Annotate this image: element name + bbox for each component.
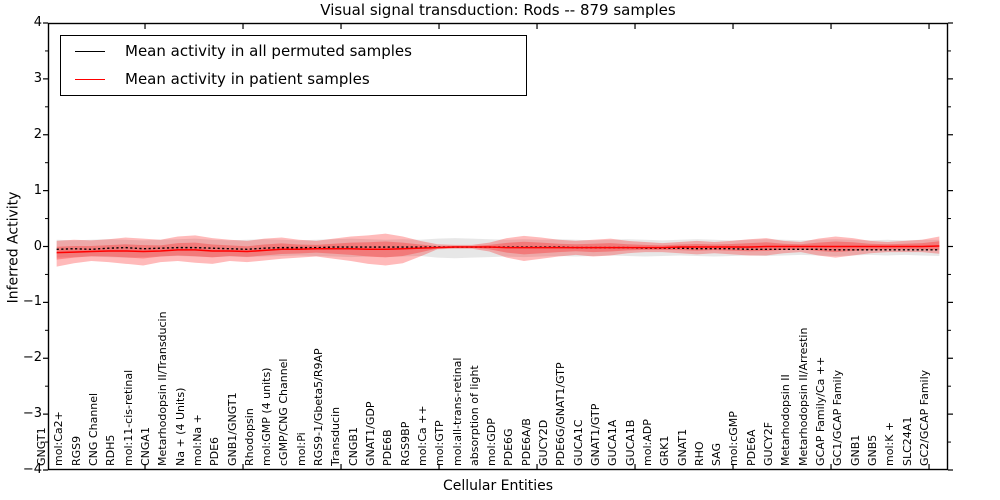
x-tick-label: Na + (4 Units) bbox=[173, 387, 187, 466]
legend-label-patient: Mean activity in patient samples bbox=[125, 70, 370, 89]
x-tick-label: GUCA1C bbox=[571, 419, 585, 466]
y-tick-label: 0 bbox=[33, 238, 42, 254]
x-tick-label: GNB5 bbox=[865, 434, 879, 466]
x-tick-label: GUCA1B bbox=[623, 419, 637, 466]
axes-frame bbox=[47, 22, 949, 471]
x-tick-label: mol:GTP bbox=[433, 420, 447, 466]
patient-std-band-inner bbox=[56, 241, 940, 260]
x-tick-label: mol:Ca2+ bbox=[52, 411, 66, 466]
x-tick-label: mol:all-trans-retinal bbox=[450, 357, 464, 466]
x-tick-label: SLC24A1 bbox=[900, 416, 914, 466]
x-tick-label: mol:Pi bbox=[294, 432, 308, 466]
legend-box: Mean activity in all permuted samples Me… bbox=[60, 35, 527, 96]
x-tick-label: PDE6A bbox=[744, 429, 758, 466]
x-tick-label: mol:11-cis-retinal bbox=[121, 369, 135, 466]
x-tick-label: GNGT1 bbox=[35, 427, 49, 466]
legend-item-patient: Mean activity in patient samples bbox=[75, 67, 526, 93]
x-tick-label: PDE6G bbox=[502, 428, 516, 466]
x-tick-label: Metarhodopsin II bbox=[779, 374, 793, 466]
legend-item-permuted: Mean activity in all permuted samples bbox=[75, 38, 526, 64]
x-tick-label: mol:cGMP bbox=[727, 411, 741, 466]
x-axis-label: Cellular Entities bbox=[442, 478, 554, 494]
x-tick-label: GNAT1 bbox=[675, 428, 689, 466]
x-tick-label: PDE6 bbox=[208, 436, 222, 466]
x-tick-label: mol:GDP bbox=[485, 418, 499, 466]
x-tick-label: CNG Channel bbox=[87, 392, 101, 466]
legend-label-permuted: Mean activity in all permuted samples bbox=[125, 41, 412, 60]
legend-line-permuted-icon bbox=[75, 50, 105, 52]
x-tick-label: mol:K + bbox=[883, 421, 897, 466]
x-tick-label: GRK1 bbox=[658, 435, 672, 466]
x-tick-label: GUCA1A bbox=[606, 419, 620, 466]
patient-std-band-outer bbox=[56, 233, 940, 267]
x-tick-label: RGS9 bbox=[69, 435, 83, 466]
patient-mean-line bbox=[56, 245, 940, 254]
x-tick-label: GNAT1/GDP bbox=[364, 401, 377, 466]
y-tick-label: 4 bbox=[33, 15, 42, 30]
x-tick-label: GNB1 bbox=[848, 434, 862, 466]
x-tick-label: mol:Ca ++ bbox=[415, 405, 429, 466]
x-tick-label: GNB1/GNGT1 bbox=[225, 392, 239, 466]
x-tick-label: GCAP Family/Ca ++ bbox=[814, 356, 827, 466]
x-tick-label: mol:GMP (4 units) bbox=[260, 367, 274, 466]
x-tick-label: SAG bbox=[710, 442, 724, 466]
x-tick-label: absorption of light bbox=[467, 365, 481, 466]
y-tick-label: −2 bbox=[22, 350, 42, 366]
y-tick-label: 2 bbox=[33, 126, 42, 142]
permuted-mean-line bbox=[56, 246, 940, 251]
x-tick-label: Metarhodopsin II/Transducin bbox=[156, 311, 170, 466]
x-tick-label: RGS9BP bbox=[398, 421, 412, 466]
x-tick-label: GUCY2D bbox=[537, 419, 551, 466]
x-tick-label: RGS9-1/Gbeta5/R9AP bbox=[312, 348, 326, 466]
x-tick-label: PDE6B bbox=[381, 429, 395, 466]
x-tick-label: Rhodopsin bbox=[242, 408, 256, 466]
x-tick-label: RDH5 bbox=[104, 434, 118, 466]
x-tick-label: mol:Na + bbox=[190, 414, 204, 466]
y-tick-label: 3 bbox=[33, 70, 42, 86]
x-tick-label: cGMP/CNG Channel bbox=[277, 358, 291, 467]
y-tick-label: −3 bbox=[22, 406, 42, 422]
x-tick-label: GNAT1/GTP bbox=[589, 403, 602, 466]
x-tick-label: GUCY2F bbox=[762, 421, 776, 466]
legend-line-patient-icon bbox=[75, 79, 105, 81]
y-tick-label: −4 bbox=[22, 462, 42, 477]
chart-title: Visual signal transduction: Rods -- 879 … bbox=[320, 1, 676, 19]
permuted-std-band bbox=[56, 238, 940, 259]
x-tick-label: CNGA1 bbox=[139, 427, 152, 466]
x-tick-label: RHO bbox=[692, 441, 706, 466]
x-tick-label: CNGB1 bbox=[346, 427, 360, 466]
x-tick-label: PDE6A/B bbox=[519, 418, 533, 466]
x-tick-label: GC1/GCAP Family bbox=[831, 369, 845, 466]
y-tick-label: 1 bbox=[33, 182, 42, 198]
x-tick-label: Transducin bbox=[329, 406, 343, 466]
x-tick-label: mol:ADP bbox=[640, 419, 654, 466]
x-tick-label: GC2/GCAP Family bbox=[917, 369, 931, 466]
x-tick-label: Metarhodopsin II/Arrestin bbox=[796, 327, 810, 466]
y-tick-label: −1 bbox=[22, 294, 42, 310]
x-tick-label: PDE6G/GNAT1/GTP bbox=[554, 362, 568, 466]
